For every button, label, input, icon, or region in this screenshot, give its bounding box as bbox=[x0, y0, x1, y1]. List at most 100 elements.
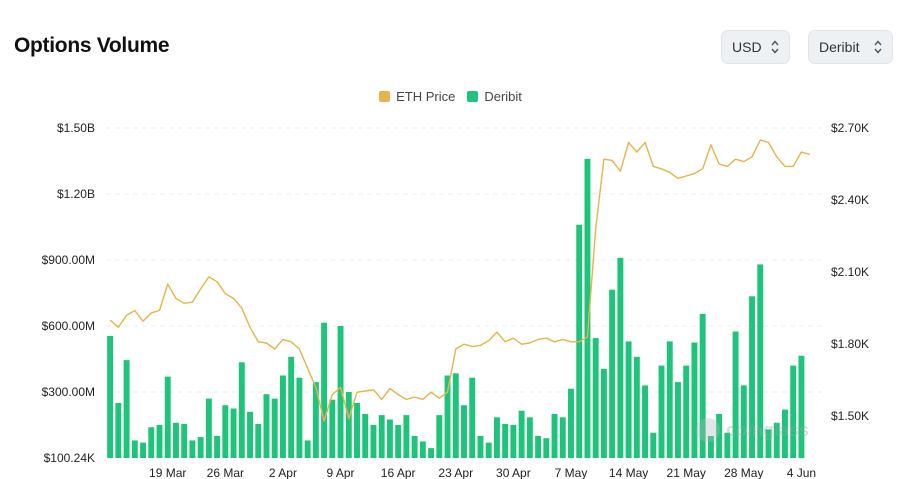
deribit-bar bbox=[304, 440, 311, 458]
deribit-bar bbox=[123, 360, 130, 458]
legend-swatch-deribit bbox=[467, 91, 479, 102]
x-tick-label: 28 May bbox=[724, 466, 763, 479]
deribit-bar bbox=[296, 377, 303, 458]
currency-select[interactable]: USD bbox=[721, 30, 790, 64]
legend-item-eth-price[interactable]: ETH Price bbox=[379, 89, 455, 104]
deribit-bar bbox=[551, 414, 558, 458]
deribit-bar bbox=[469, 377, 476, 458]
deribit-bar bbox=[732, 331, 739, 458]
deribit-bar bbox=[148, 427, 155, 458]
deribit-bar bbox=[683, 365, 690, 458]
x-tick-label: 26 Mar bbox=[207, 466, 244, 479]
watermark-text: coinglass bbox=[726, 420, 809, 440]
x-tick-label: 7 May bbox=[555, 466, 588, 479]
y-left-tick-label: $1.50B bbox=[57, 121, 95, 135]
deribit-bar bbox=[419, 441, 426, 458]
legend-swatch-eth-price bbox=[379, 91, 391, 102]
exchange-select[interactable]: Deribit bbox=[808, 30, 893, 64]
deribit-bar bbox=[749, 296, 756, 458]
deribit-bar bbox=[386, 419, 393, 458]
deribit-bar bbox=[411, 436, 418, 458]
deribit-bar bbox=[518, 410, 525, 458]
y-right-tick-label: $1.50K bbox=[831, 409, 869, 423]
legend-label-eth-price: ETH Price bbox=[396, 89, 456, 104]
deribit-bar bbox=[279, 375, 286, 458]
deribit-bar bbox=[288, 356, 295, 458]
deribit-bar bbox=[238, 362, 245, 458]
deribit-bar bbox=[172, 422, 179, 458]
coinglass-watermark: coinglass bbox=[696, 418, 809, 442]
deribit-bar bbox=[707, 436, 714, 458]
y-right-tick-label: $2.70K bbox=[831, 121, 869, 135]
deribit-bar bbox=[156, 425, 163, 458]
deribit-bar bbox=[321, 322, 328, 458]
y-left-tick-label: $100.24K bbox=[44, 451, 95, 465]
deribit-bar bbox=[395, 425, 402, 458]
deribit-bar bbox=[140, 442, 146, 458]
deribit-bar bbox=[107, 335, 114, 458]
deribit-bar bbox=[782, 409, 788, 458]
deribit-bar bbox=[485, 442, 492, 458]
coinglass-logo-icon bbox=[696, 418, 720, 442]
deribit-bar bbox=[716, 414, 723, 458]
deribit-bar bbox=[337, 326, 344, 458]
chevron-up-down-icon bbox=[771, 40, 779, 54]
deribit-bar bbox=[675, 382, 681, 458]
deribit-bar bbox=[247, 411, 253, 458]
deribit-bar bbox=[724, 432, 731, 458]
deribit-bar bbox=[362, 414, 369, 458]
deribit-bar bbox=[493, 417, 500, 458]
deribit-bar bbox=[502, 423, 509, 458]
deribit-bar bbox=[510, 425, 517, 458]
x-tick-label: 4 Jun bbox=[787, 466, 816, 479]
legend-item-deribit[interactable]: Deribit bbox=[467, 89, 522, 104]
deribit-bar bbox=[230, 408, 237, 458]
deribit-bar bbox=[633, 356, 640, 458]
deribit-bar bbox=[592, 338, 599, 458]
deribit-bar bbox=[543, 438, 550, 458]
deribit-bar bbox=[329, 399, 336, 458]
y-left-tick-label: $600.00M bbox=[42, 319, 95, 333]
deribit-bar bbox=[699, 313, 706, 458]
deribit-bar bbox=[370, 425, 377, 458]
deribit-bar bbox=[526, 417, 533, 458]
deribit-bar bbox=[584, 158, 591, 458]
page-title: Options Volume bbox=[14, 34, 170, 57]
deribit-bar bbox=[115, 403, 122, 458]
deribit-bar bbox=[354, 403, 360, 458]
x-tick-label: 2 Apr bbox=[269, 466, 297, 479]
chevron-up-down-icon bbox=[874, 40, 882, 54]
deribit-bar bbox=[428, 448, 435, 458]
deribit-bar bbox=[600, 368, 607, 458]
x-tick-label: 19 Mar bbox=[149, 466, 186, 479]
deribit-bar bbox=[222, 405, 229, 458]
x-tick-label: 9 Apr bbox=[327, 466, 355, 479]
deribit-bar bbox=[263, 394, 270, 458]
deribit-bar bbox=[658, 365, 665, 458]
deribit-bar bbox=[650, 432, 657, 458]
x-tick-label: 30 Apr bbox=[496, 466, 531, 479]
deribit-bar bbox=[617, 257, 624, 458]
x-tick-label: 21 May bbox=[667, 466, 706, 479]
deribit-bar bbox=[559, 417, 566, 458]
deribit-bar bbox=[214, 436, 221, 458]
legend-label-deribit: Deribit bbox=[484, 89, 522, 104]
y-right-tick-label: $2.40K bbox=[831, 193, 869, 207]
deribit-bar bbox=[444, 375, 451, 458]
deribit-bar bbox=[642, 385, 649, 458]
deribit-bar bbox=[189, 440, 196, 458]
y-left-tick-label: $1.20B bbox=[57, 187, 95, 201]
deribit-bar bbox=[436, 415, 443, 458]
deribit-bar bbox=[773, 422, 780, 458]
deribit-bar bbox=[378, 415, 385, 458]
deribit-bar bbox=[757, 264, 764, 458]
deribit-bar bbox=[535, 436, 542, 458]
x-tick-label: 14 May bbox=[609, 466, 648, 479]
deribit-bar bbox=[790, 365, 797, 458]
currency-select-value: USD bbox=[732, 39, 762, 55]
deribit-bar bbox=[740, 385, 747, 458]
deribit-bar bbox=[691, 342, 698, 458]
deribit-bar bbox=[255, 423, 262, 458]
eth-price-line bbox=[109, 139, 810, 422]
